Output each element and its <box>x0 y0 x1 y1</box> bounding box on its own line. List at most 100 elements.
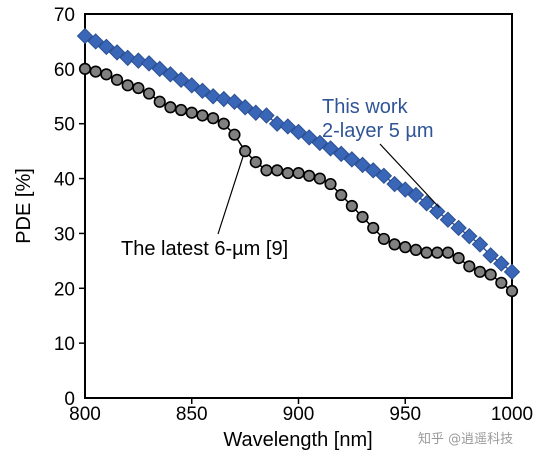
series-point-circle <box>110 73 124 86</box>
series-point-circle <box>271 164 284 177</box>
series-point-circle <box>452 252 465 265</box>
series-point-circle <box>196 109 209 122</box>
series-point-diamond <box>108 44 126 61</box>
y-axis-title: PDE [%] <box>13 168 35 244</box>
series-point-diamond <box>482 247 499 264</box>
series-point-circle <box>324 177 337 191</box>
series-point-diamond <box>183 77 200 94</box>
y-tick-label: 0 <box>64 389 75 410</box>
plot-frame <box>84 13 513 399</box>
series-point-circle <box>484 268 497 281</box>
series-point-circle <box>121 79 134 92</box>
y-tick-label: 20 <box>54 279 75 300</box>
series-point-diamond <box>386 175 403 193</box>
series-point-circle <box>356 210 369 224</box>
series-point-circle <box>409 243 423 256</box>
series-point-circle <box>142 87 156 100</box>
series-point-diamond <box>450 219 467 237</box>
series-point-diamond <box>439 211 457 228</box>
series-point-circle <box>100 68 113 81</box>
series-point-diamond <box>429 203 446 220</box>
series-point-circle <box>174 103 188 117</box>
series-point-circle <box>207 112 220 125</box>
series-point-diamond <box>290 123 307 141</box>
series-point-diamond <box>151 60 168 78</box>
series-point-circle <box>399 241 412 254</box>
series-point-circle <box>388 238 401 251</box>
x-tick-label: 800 <box>69 404 101 425</box>
annotation-this-work-line2: 2-layer 5 µm <box>322 120 434 142</box>
series-point-circle <box>217 117 230 130</box>
series-point-diamond <box>503 263 521 281</box>
series-point-circle <box>153 95 166 108</box>
series-point-diamond <box>140 55 158 72</box>
series-point-diamond <box>493 255 510 272</box>
series-point-circle <box>463 260 476 273</box>
series-point-circle <box>441 246 455 259</box>
series-point-diamond <box>354 156 371 174</box>
series-point-diamond <box>172 71 190 89</box>
series-point-diamond <box>87 33 104 50</box>
annotation-latest-6um: The latest 6-µm [9] <box>121 238 288 260</box>
series-point-diamond <box>76 27 94 45</box>
watermark-text: 知乎 @逍遥科技 <box>418 432 514 447</box>
x-tick-label: 850 <box>176 404 208 425</box>
series-point-circle <box>313 172 326 185</box>
x-tick-label: 950 <box>389 404 421 425</box>
series-point-circle <box>303 169 316 182</box>
series-point-circle <box>132 81 145 95</box>
series-point-diamond <box>407 186 425 204</box>
y-tick-label: 10 <box>54 334 75 355</box>
series-point-diamond <box>418 195 435 212</box>
series-point-diamond <box>375 167 393 185</box>
annotation-this-work-line1: This work <box>322 96 409 118</box>
y-tick-label: 40 <box>54 170 75 191</box>
x-axis: 800 850 900 950 1000 <box>69 398 533 425</box>
series-point-diamond <box>311 134 329 152</box>
series-point-diamond <box>300 129 318 146</box>
series-point-diamond <box>365 162 382 179</box>
series-point-circle <box>367 221 380 235</box>
series-point-circle <box>473 265 487 278</box>
series-point-circle <box>420 246 433 259</box>
series-point-circle <box>164 101 177 114</box>
series-point-diamond <box>194 82 211 100</box>
series-point-diamond <box>226 93 243 110</box>
series-point-circle <box>89 65 102 78</box>
series-point-circle <box>228 128 241 141</box>
series-point-circle <box>505 284 519 298</box>
series-point-circle <box>335 188 348 202</box>
series-point-circle <box>495 276 508 289</box>
series-point-circle <box>431 246 444 259</box>
x-axis-title: Wavelength [nm] <box>223 429 372 451</box>
series-point-circle <box>292 166 305 180</box>
series-point-diamond <box>397 181 414 198</box>
x-tick-label: 1000 <box>491 404 533 425</box>
series-point-diamond <box>343 151 361 168</box>
series-point-circle <box>377 232 391 246</box>
series-point-circle <box>249 156 262 169</box>
series-point-diamond <box>461 227 478 245</box>
series-point-circle <box>281 166 294 180</box>
x-tick-label: 900 <box>283 404 315 425</box>
y-tick-label: 30 <box>54 224 75 245</box>
y-tick-label: 50 <box>54 115 75 136</box>
series-point-diamond <box>279 118 297 135</box>
series-point-circle <box>260 164 273 177</box>
annotation-pointer-latest-6um <box>217 155 244 235</box>
annotation-pointer-this-work <box>379 143 440 208</box>
series-point-diamond <box>236 99 254 116</box>
series-point-circle <box>185 106 198 119</box>
series-point-circle <box>239 145 252 158</box>
series-point-diamond <box>322 140 339 157</box>
series-point-diamond <box>258 107 275 124</box>
y-tick-label: 60 <box>54 60 75 81</box>
series-point-diamond <box>162 66 179 83</box>
series-point-diamond <box>471 236 489 253</box>
series-point-circle <box>345 199 358 213</box>
series-layer <box>76 27 521 298</box>
series-point-diamond <box>98 38 115 56</box>
y-axis: 0 10 20 30 40 50 60 70 <box>54 5 85 410</box>
